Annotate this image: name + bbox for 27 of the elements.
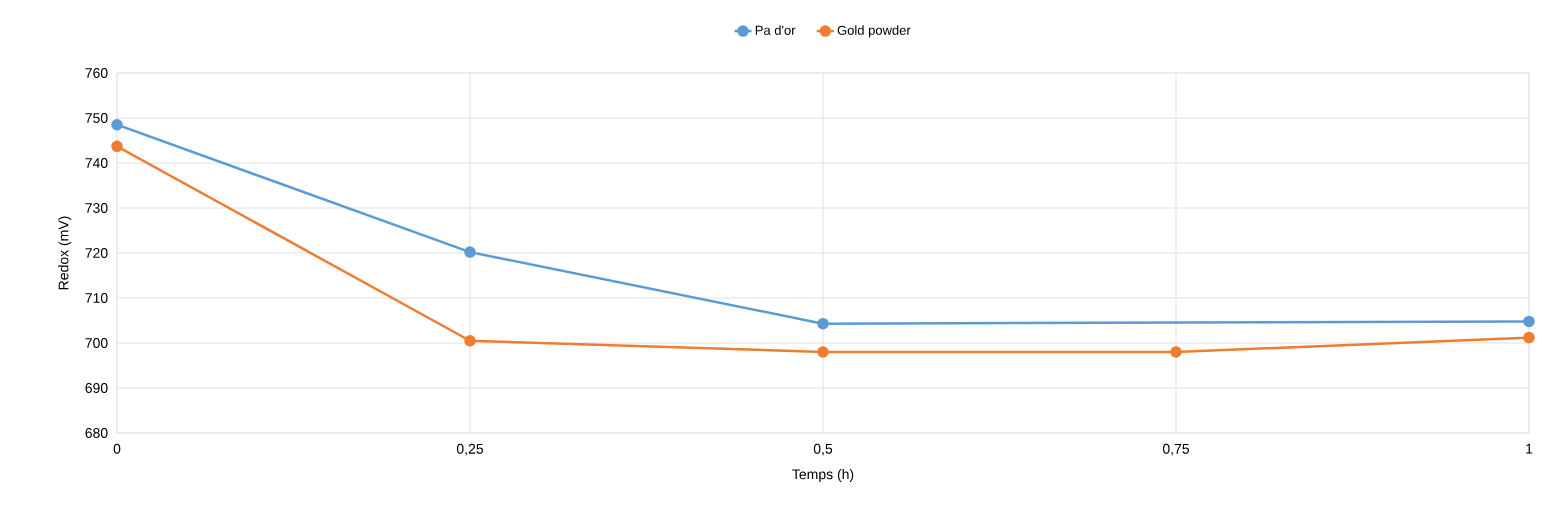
legend-label: Gold powder: [837, 25, 911, 38]
y-tick-label: 690: [85, 383, 108, 393]
x-tick-label: 0,5: [813, 443, 833, 456]
x-tick-label: 0: [113, 443, 121, 454]
point: [1523, 315, 1535, 328]
point: [1523, 331, 1535, 344]
y-tick-label: 680: [85, 428, 108, 438]
x-tick-label: 1: [1526, 443, 1533, 454]
x-tick-label: 0,75: [1162, 443, 1190, 456]
point: [817, 346, 829, 358]
y-tick-label: 700: [85, 338, 108, 348]
point: [817, 317, 829, 330]
point: [111, 140, 123, 153]
y-tick-label: 730: [85, 203, 108, 213]
x-tick-label: 0,25: [456, 443, 484, 456]
y-tick-label: 710: [85, 293, 108, 303]
point: [464, 335, 476, 347]
y-axis-title: Redox (mV): [58, 216, 72, 290]
y-tick-label: 760: [85, 68, 108, 78]
y-tick-label: 720: [85, 248, 108, 258]
x-axis-title: Temps (h): [792, 468, 854, 483]
legend-label: Pa d'or: [755, 25, 796, 35]
point: [464, 246, 476, 258]
y-tick-label: 750: [85, 113, 108, 123]
y-tick-label: 740: [85, 158, 108, 168]
point: [111, 119, 123, 131]
point: [1170, 346, 1182, 358]
